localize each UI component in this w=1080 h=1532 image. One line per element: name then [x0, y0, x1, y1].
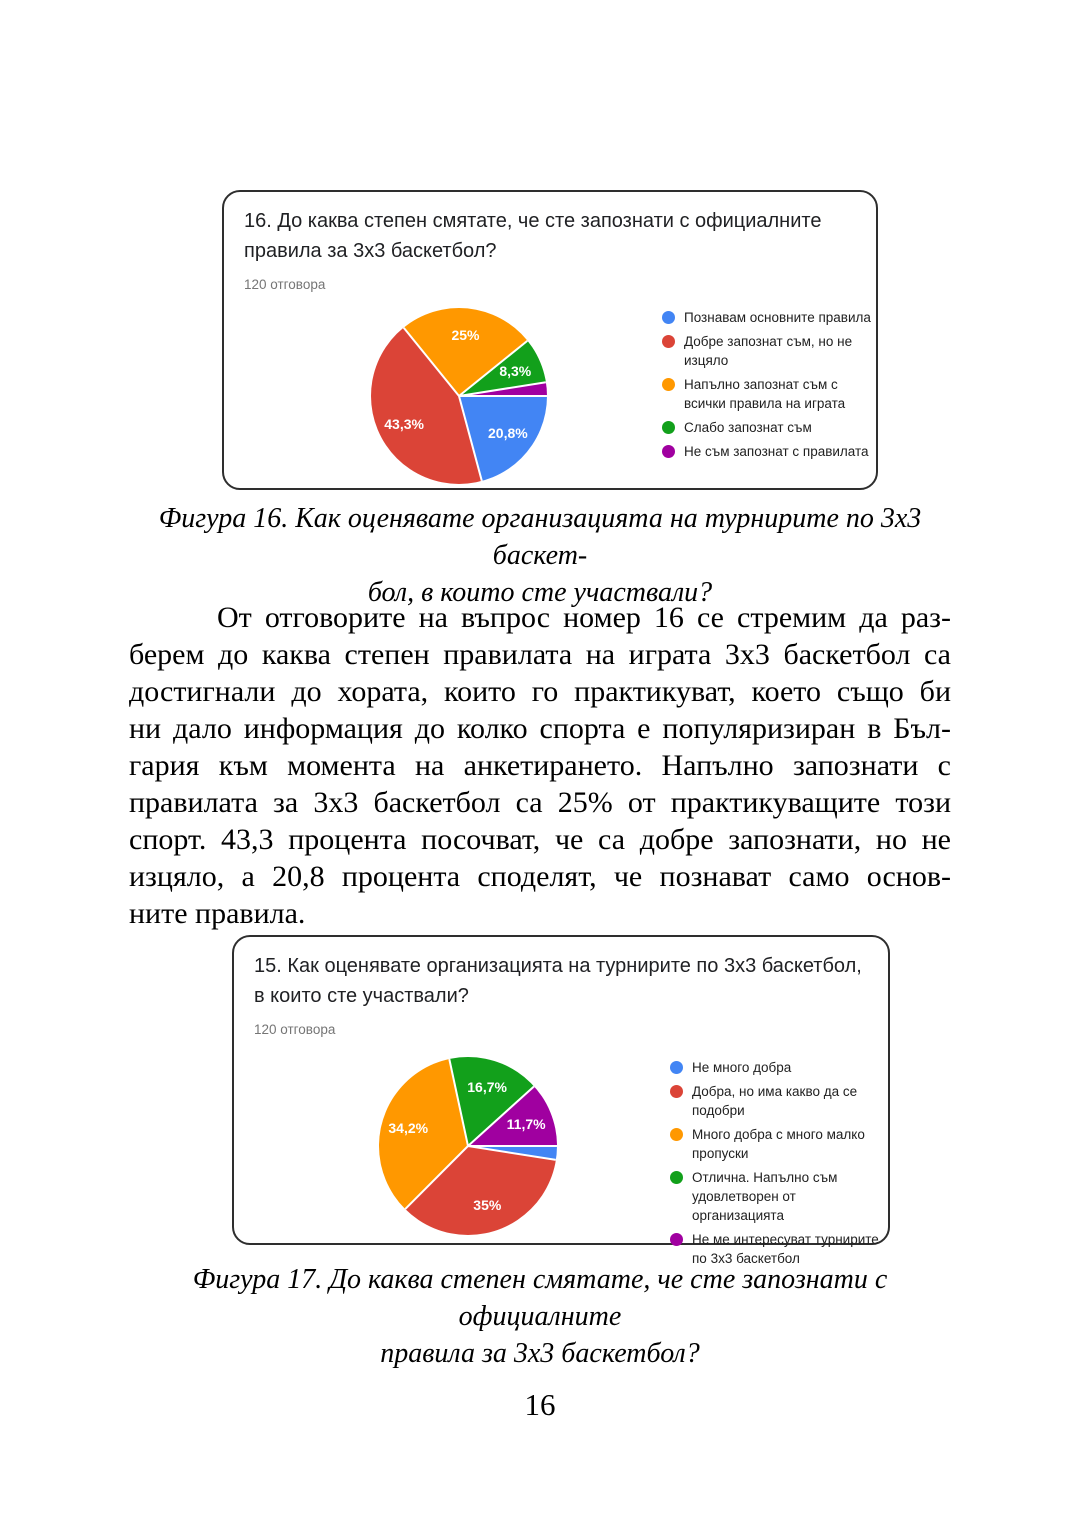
form-question-card-15: 15. Как оценявате организацията на турни…: [232, 935, 890, 1266]
caption-line: бол, в които сте участвали?: [367, 577, 713, 608]
legend-color-dot: [662, 311, 675, 324]
legend-color-dot: [662, 445, 675, 458]
legend-color-dot: [670, 1085, 683, 1098]
legend-color-dot: [662, 421, 675, 434]
form-question-card-16: 16. До каква степен смятате, че сте запо…: [222, 190, 878, 490]
pie-slice-percent-label: 43,3%: [384, 415, 424, 432]
paragraph-line: спорт. 43,3 процента посочват, че са доб…: [129, 823, 951, 856]
chart-legend-q15: Не много добра Добра, но има какво да се …: [670, 1058, 884, 1273]
paragraph-line: правилата за 3х3 баскетбол са 25% от пра…: [129, 786, 951, 819]
legend-label: Не много добра: [692, 1060, 792, 1075]
caption-line: правила за 3х3 баскетбол?: [380, 1338, 700, 1369]
figure-caption-16: Фигура 16. Как оценявате организацията н…: [129, 500, 951, 611]
legend-item: Много добра с много малко пропуски: [670, 1125, 884, 1163]
legend-item: Слабо запознат съм: [662, 418, 874, 437]
paragraph-line: От отговорите на въпрос номер 16 се стре…: [217, 601, 951, 634]
legend-color-dot: [670, 1128, 683, 1141]
legend-item: Отлична. Напълно съм удовлетворен от орг…: [670, 1168, 884, 1225]
legend-label: Добра, но има какво да се подобри: [692, 1084, 858, 1118]
figure-caption-17: Фигура 17. До каква степен смятате, че с…: [129, 1261, 951, 1372]
legend-color-dot: [670, 1171, 683, 1184]
pie-slice-percent-label: 16,7%: [467, 1078, 507, 1095]
pie-chart-q16: 20,8% 43,3% 25% 8,3%: [371, 308, 547, 484]
paragraph-line: изцяло, а 20,8 процента споделят, че поз…: [129, 860, 951, 893]
paragraph-line: ни дало информация до колко спорта е поп…: [129, 712, 951, 745]
pie-slice-percent-label: 34,2%: [388, 1120, 429, 1137]
legend-item: Добра, но има какво да се подобри: [670, 1082, 884, 1120]
response-count: 120 отговора: [254, 1022, 336, 1037]
paragraph-line: достигнали до хората, които го практикув…: [129, 675, 951, 708]
page-number: 16: [524, 1387, 556, 1422]
legend-label: Отлична. Напълно съм удовлетворен от орг…: [692, 1170, 838, 1223]
paragraph-line: ните правила.: [129, 897, 306, 930]
legend-label: Напълно запознат съм с всички правила на…: [684, 377, 846, 411]
pie-slice-percent-label: 35%: [473, 1197, 502, 1214]
legend-label: Много добра с много малко пропуски: [692, 1127, 865, 1161]
legend-color-dot: [662, 378, 675, 391]
pie-slice-percent-label: 11,7%: [506, 1115, 546, 1132]
question-title: 15. Как оценявате организацията на турни…: [254, 955, 862, 1007]
slice-separator: [467, 1145, 557, 1161]
legend-item: Не много добра: [670, 1058, 884, 1077]
paragraph-line: берем до каква степен правилата на играт…: [129, 638, 951, 671]
legend-item: Не съм запознат с правилата: [662, 442, 874, 461]
legend-item: Добре запознат съм, но не изцяло: [662, 332, 874, 370]
legend-label: Не ме интересуват турнирите по 3х3 баске…: [692, 1232, 879, 1266]
pie-slice-percent-label: 20,8%: [488, 425, 528, 442]
caption-line: Фигура 17. До каква степен смятате, че с…: [192, 1264, 888, 1332]
pie-chart-q15: 35% 34,2% 16,7% 11,7%: [379, 1057, 557, 1235]
pie-slice-percent-label: 8,3%: [499, 362, 532, 379]
legend-item: Не ме интересуват турнирите по 3х3 баске…: [670, 1230, 884, 1268]
slice-separator: [458, 395, 483, 482]
legend-label: Добре запознат съм, но не изцяло: [684, 334, 853, 368]
paragraph-line: гария към момента на анкетирането. Напъл…: [129, 749, 951, 782]
slice-separator: [448, 1058, 469, 1147]
legend-item: Познавам основните правила: [662, 308, 874, 327]
legend-label: Не съм запознат с правилата: [684, 444, 869, 459]
legend-color-dot: [670, 1233, 683, 1246]
caption-line: Фигура 16. Как оценявате организацията н…: [158, 503, 922, 571]
response-count: 120 отговора: [244, 277, 326, 292]
body-paragraph: От отговорите на въпрос номер 16 се стре…: [129, 599, 951, 932]
legend-color-dot: [670, 1061, 683, 1074]
legend-item: Напълно запознат съм с всички правила на…: [662, 375, 874, 413]
legend-color-dot: [662, 335, 675, 348]
slice-separator: [404, 1145, 469, 1210]
slice-separator: [459, 395, 547, 397]
question-title: 16. До каква степен смятате, че сте запо…: [244, 210, 822, 262]
chart-legend-q16: Познавам основните правила Добре запознат…: [662, 308, 874, 466]
legend-label: Слабо запознат съм: [684, 420, 812, 435]
legend-label: Познавам основните правила: [684, 310, 871, 325]
pie-slice-percent-label: 25%: [451, 326, 480, 343]
